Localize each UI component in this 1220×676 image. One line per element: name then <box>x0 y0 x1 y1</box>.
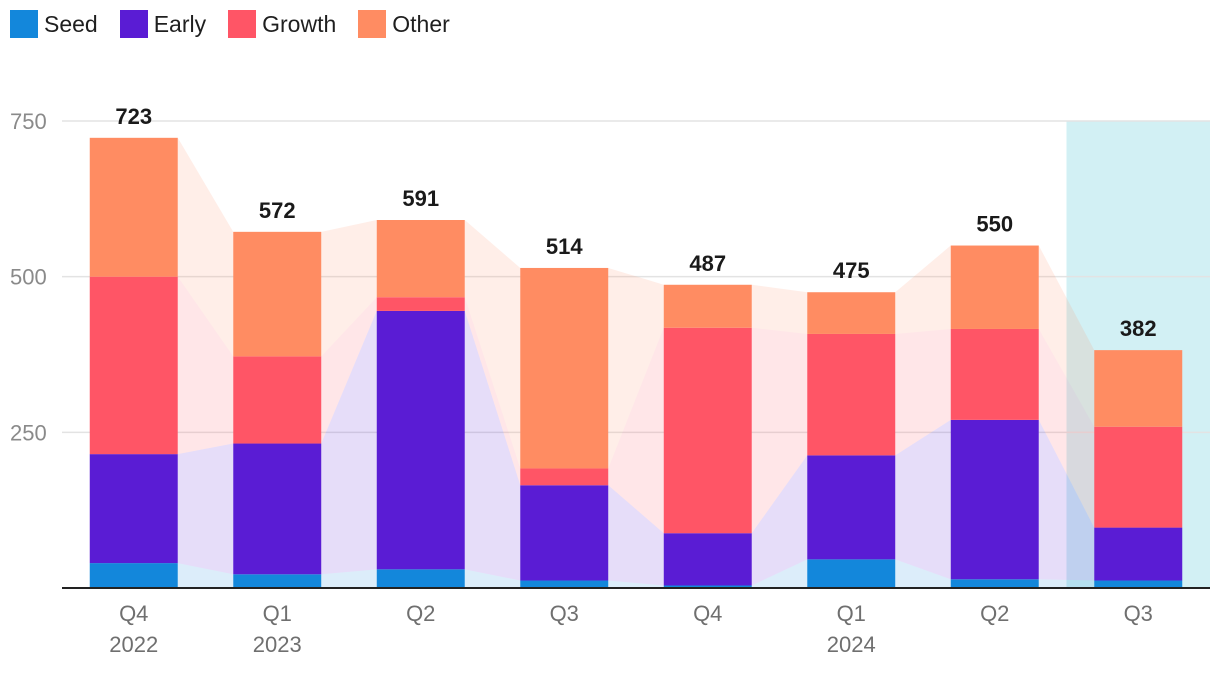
connector-band-early <box>177 443 234 575</box>
connector-band-other <box>464 220 521 469</box>
connector-band-other <box>321 220 377 357</box>
legend: Seed Early Growth Other <box>10 10 472 38</box>
bar-other <box>520 267 609 469</box>
total-label: 572 <box>259 198 296 223</box>
legend-swatch-growth <box>228 10 257 38</box>
bar-other <box>1094 350 1183 427</box>
bar-other <box>89 137 178 277</box>
connector-band-growth <box>321 297 377 444</box>
total-label: 475 <box>833 258 870 283</box>
total-label: 487 <box>689 251 726 276</box>
connector-band-early <box>751 455 808 586</box>
x-tick-label: Q2 <box>980 601 1009 626</box>
bar-early <box>807 455 896 560</box>
legend-item-growth[interactable]: Growth <box>228 10 336 38</box>
connector-band-growth <box>751 327 808 534</box>
bar-seed <box>376 569 465 588</box>
y-tick-label: 250 <box>10 420 47 445</box>
legend-item-early[interactable]: Early <box>119 10 207 38</box>
bar-other <box>663 284 752 328</box>
connector-band-other <box>1038 245 1095 427</box>
connector-band-early <box>1038 419 1095 581</box>
connector-band-other <box>608 267 664 469</box>
bar-other <box>233 231 322 357</box>
x-tick-label: 2023 <box>253 632 302 657</box>
x-tick-label: Q4 <box>119 601 148 626</box>
bar-growth <box>1094 426 1183 528</box>
connector-band-growth <box>895 328 951 456</box>
x-tick-label: 2024 <box>827 632 876 657</box>
connector-band-other <box>177 137 234 357</box>
legend-item-seed[interactable]: Seed <box>10 10 98 38</box>
x-tick-label: Q1 <box>263 601 292 626</box>
legend-label-other: Other <box>392 10 450 37</box>
y-tick-label: 500 <box>10 265 47 290</box>
connector-band-seed <box>1038 579 1095 588</box>
x-tick-label: Q4 <box>693 601 722 626</box>
bar-growth <box>89 276 178 455</box>
connector-band-early <box>321 310 377 575</box>
total-label: 550 <box>976 212 1013 237</box>
total-label: 514 <box>546 234 583 259</box>
bar-early <box>520 485 609 581</box>
bar-early <box>89 454 178 564</box>
connector-band-growth <box>464 297 521 486</box>
connector-band-seed <box>177 563 234 588</box>
bar-early <box>663 533 752 586</box>
bar-early <box>1094 527 1183 581</box>
total-label: 591 <box>402 186 439 211</box>
bar-growth <box>663 327 752 534</box>
bar-early <box>233 443 322 575</box>
bar-seed <box>89 563 178 588</box>
connector-band-early <box>464 310 521 581</box>
bar-seed <box>807 559 896 588</box>
bar-seed <box>233 574 322 588</box>
connector-band-other <box>751 284 808 334</box>
connector-band-growth <box>177 276 234 455</box>
legend-label-growth: Growth <box>262 10 337 37</box>
x-tick-label: Q3 <box>550 601 579 626</box>
bar-early <box>376 310 465 570</box>
bar-growth <box>807 333 896 456</box>
bar-early <box>950 419 1039 580</box>
bar-other <box>807 292 896 334</box>
connector-band-seed <box>608 580 664 588</box>
connector-band-early <box>895 419 951 580</box>
connector-band-early <box>608 485 664 586</box>
connector-band-growth <box>1038 328 1095 528</box>
legend-swatch-other <box>358 10 387 38</box>
connector-band-other <box>895 245 951 334</box>
legend-swatch-seed <box>10 10 38 38</box>
bar-other <box>376 220 465 298</box>
bar-seed <box>1094 580 1183 588</box>
bar-growth <box>376 297 465 311</box>
bar-growth <box>520 468 609 486</box>
legend-item-other[interactable]: Other <box>358 10 450 38</box>
connector-band-seed <box>895 559 951 588</box>
total-label: 382 <box>1120 316 1157 341</box>
connector-band-growth <box>608 327 664 534</box>
connector-band-seed <box>321 569 377 588</box>
x-tick-label: Q3 <box>1124 601 1153 626</box>
x-tick-label: Q1 <box>837 601 866 626</box>
connector-band-seed <box>751 559 808 588</box>
legend-label-early: Early <box>153 10 207 37</box>
legend-swatch-early <box>119 10 148 38</box>
bar-seed <box>950 579 1039 588</box>
bar-growth <box>950 328 1039 420</box>
x-tick-label: Q2 <box>406 601 435 626</box>
x-tick-label: 2022 <box>109 632 158 657</box>
connector-band-seed <box>464 569 521 588</box>
bar-growth <box>233 356 322 444</box>
y-tick-label: 750 <box>10 109 47 134</box>
total-label: 723 <box>115 104 152 129</box>
bar-seed <box>663 585 752 588</box>
legend-label-seed: Seed <box>44 10 98 37</box>
bar-other <box>950 245 1039 329</box>
bar-seed <box>520 580 609 588</box>
